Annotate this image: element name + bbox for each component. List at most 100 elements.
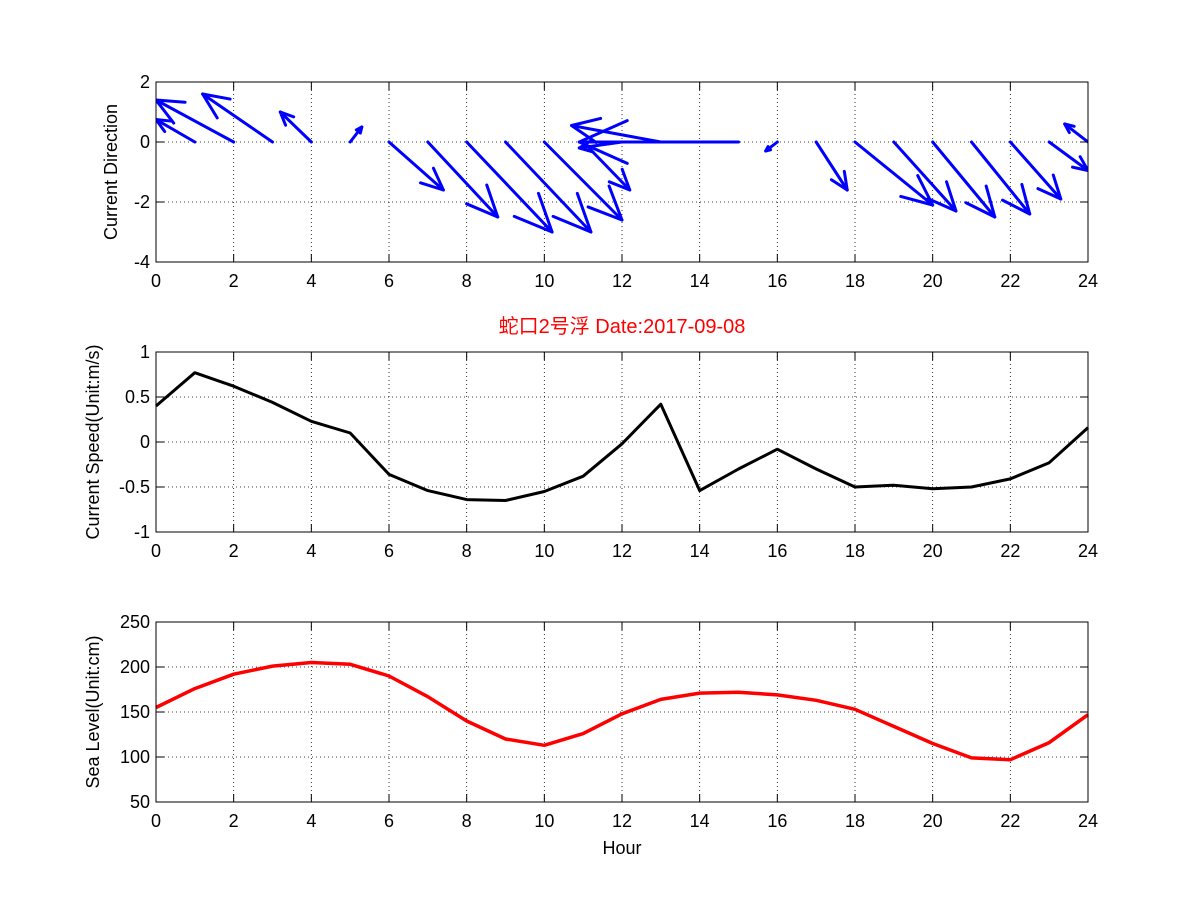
- x-tick-label: 12: [612, 541, 632, 561]
- vector-head: [201, 92, 232, 120]
- vector-head: [278, 110, 296, 127]
- vector-shaft: [570, 124, 663, 144]
- x-tick-label: 24: [1078, 541, 1098, 561]
- y-tick-label: 150: [120, 702, 150, 722]
- vector-shaft: [931, 140, 997, 219]
- quiver-vector: [542, 140, 624, 222]
- vector-shaft: [156, 118, 197, 144]
- vector-head: [1001, 182, 1032, 216]
- x-tick-label: 0: [151, 271, 161, 291]
- x-tick-label: 20: [923, 811, 943, 831]
- quiver-vector: [1063, 122, 1088, 144]
- x-tick-label: 16: [767, 271, 787, 291]
- x-tick-label: 16: [767, 811, 787, 831]
- quiver-vector: [504, 140, 593, 234]
- x-tick-label: 20: [923, 541, 943, 561]
- x-tick-label: 20: [923, 271, 943, 291]
- x-tick-label: 24: [1078, 811, 1098, 831]
- x-tick-label: 22: [1000, 541, 1020, 561]
- quiver-vector: [426, 140, 500, 219]
- vector-shaft: [1008, 140, 1063, 201]
- y-tick-label: 250: [120, 612, 150, 632]
- x-tick-label: 14: [690, 541, 710, 561]
- vector-shaft: [853, 140, 935, 207]
- vector-head: [156, 118, 173, 134]
- vector-shaft: [814, 140, 849, 192]
- vector-head: [419, 166, 445, 192]
- quiver-vectors: [156, 92, 1088, 234]
- x-tick-label: 8: [462, 811, 472, 831]
- x-tick-label: 18: [845, 541, 865, 561]
- vector-head: [607, 167, 632, 192]
- vector-head: [829, 169, 849, 192]
- x-tick-label: 10: [534, 811, 554, 831]
- current-speed-panel: 0 2 4 6 8 10 12 14 16 18 20 22 24-1-0.500.51Current …: [83, 342, 1098, 561]
- x-tick-label: 22: [1000, 811, 1020, 831]
- x-tick-label: 6: [384, 541, 394, 561]
- quiver-vector: [156, 118, 197, 144]
- y-tick-label: -4: [134, 252, 150, 272]
- vector-head: [586, 184, 624, 222]
- quiver-vector: [465, 140, 554, 234]
- x-tick-label: 10: [534, 271, 554, 291]
- x-tick-label: 0: [151, 811, 161, 831]
- x-tick-label: 12: [612, 811, 632, 831]
- vector-shaft: [387, 140, 445, 192]
- x-tick-label: 6: [384, 271, 394, 291]
- x-tick-label: 6: [384, 811, 394, 831]
- y-tick-label: 1: [140, 342, 150, 362]
- quiver-vector: [577, 119, 740, 165]
- vector-head: [899, 174, 935, 207]
- x-tick-label: 14: [690, 811, 710, 831]
- vector-head: [764, 145, 773, 153]
- quiver-vector: [201, 92, 274, 144]
- y-axis-label: Current Speed(Unit:m/s): [83, 344, 103, 539]
- x-tick-label: 22: [1000, 271, 1020, 291]
- x-tick-label: 2: [229, 811, 239, 831]
- x-tick-label: 2: [229, 541, 239, 561]
- quiver-vector: [853, 140, 935, 207]
- vector-shaft: [201, 92, 274, 144]
- vector-shaft: [1063, 122, 1088, 144]
- vector-shaft: [465, 140, 554, 234]
- vector-head: [1063, 122, 1076, 135]
- x-tick-label: 0: [151, 541, 161, 561]
- vector-shaft: [970, 140, 1032, 216]
- x-tick-label: 18: [845, 271, 865, 291]
- series-line: [155, 660, 1090, 762]
- vector-head: [964, 184, 997, 219]
- quiver-vector: [387, 140, 445, 192]
- y-tick-label: -2: [134, 192, 150, 212]
- y-tick-label: -0.5: [119, 477, 150, 497]
- vector-shaft: [278, 110, 313, 144]
- figure-title: 蛇口2号浮 Date:2017-09-08: [499, 315, 746, 338]
- quiver-vector: [278, 110, 313, 144]
- x-tick-label: 18: [845, 811, 865, 831]
- series-line: [155, 371, 1090, 502]
- quiver-vector: [1047, 140, 1088, 172]
- vector-head: [354, 125, 364, 135]
- vector-head: [512, 191, 554, 234]
- quiver-vector: [931, 140, 997, 219]
- y-tick-label: 100: [120, 747, 150, 767]
- y-tick-label: 0: [140, 432, 150, 452]
- quiver-vector: [764, 140, 779, 153]
- y-tick-label: 50: [130, 792, 150, 812]
- quiver-vector: [348, 125, 364, 144]
- x-tick-label: 4: [306, 811, 316, 831]
- vector-head: [156, 98, 187, 125]
- y-tick-label: 0: [140, 132, 150, 152]
- quiver-vector: [156, 98, 236, 144]
- vector-head: [577, 119, 629, 165]
- y-axis-label: Current Direction: [101, 104, 121, 240]
- x-axis-label: Hour: [602, 838, 641, 858]
- vector-head: [551, 191, 593, 234]
- y-tick-label: 2: [140, 72, 150, 92]
- vector-shaft: [426, 140, 500, 219]
- vector-head: [926, 180, 958, 213]
- quiver-vector: [970, 140, 1032, 216]
- vector-shaft: [504, 140, 593, 234]
